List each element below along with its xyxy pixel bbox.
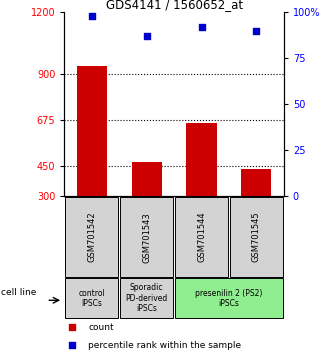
Text: GSM701545: GSM701545 <box>252 212 261 263</box>
Point <box>144 34 149 39</box>
Point <box>254 28 259 34</box>
Bar <box>77 65 107 196</box>
Title: GDS4141 / 1560652_at: GDS4141 / 1560652_at <box>106 0 243 11</box>
Bar <box>65 278 118 318</box>
Text: Sporadic
PD-derived
iPSCs: Sporadic PD-derived iPSCs <box>125 283 168 313</box>
Bar <box>186 123 216 196</box>
Bar <box>132 162 162 196</box>
Bar <box>120 197 173 277</box>
Point <box>70 342 75 348</box>
Bar <box>175 278 283 318</box>
Bar <box>230 197 283 277</box>
Point <box>89 13 94 19</box>
Point <box>199 24 204 30</box>
Text: control
IPSCs: control IPSCs <box>79 289 105 308</box>
Text: cell line: cell line <box>1 288 37 297</box>
Bar <box>241 169 272 196</box>
Bar <box>175 197 228 277</box>
Text: percentile rank within the sample: percentile rank within the sample <box>88 341 241 350</box>
Text: count: count <box>88 323 114 332</box>
Text: GSM701544: GSM701544 <box>197 212 206 263</box>
Text: GSM701542: GSM701542 <box>87 212 96 263</box>
Bar <box>65 197 118 277</box>
Text: presenilin 2 (PS2)
iPSCs: presenilin 2 (PS2) iPSCs <box>195 289 263 308</box>
Bar <box>120 278 173 318</box>
Text: GSM701543: GSM701543 <box>142 212 151 263</box>
Point <box>70 325 75 330</box>
